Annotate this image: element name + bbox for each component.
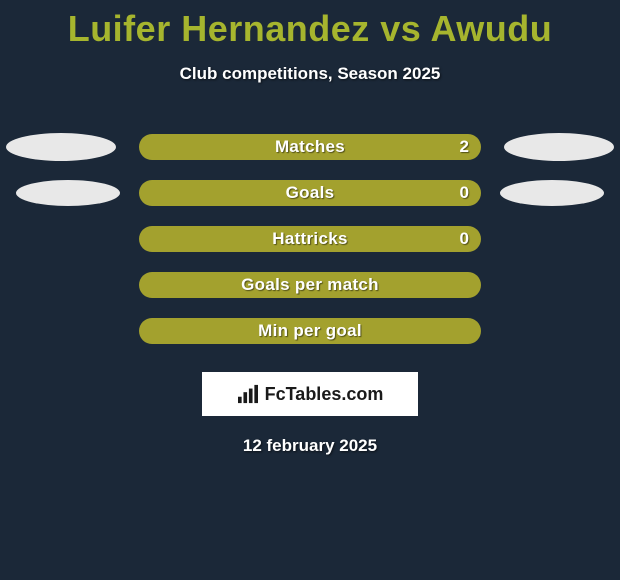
stat-row: Goals per match	[0, 262, 620, 308]
stat-bar: Goals per match	[139, 272, 481, 298]
stat-row: Goals 0	[0, 170, 620, 216]
stat-label: Min per goal	[258, 321, 362, 341]
stat-bar: Hattricks 0	[139, 226, 481, 252]
page-subtitle: Club competitions, Season 2025	[0, 64, 620, 84]
stat-label: Matches	[275, 137, 345, 157]
player-right-marker	[504, 133, 614, 161]
stat-label: Goals	[286, 183, 335, 203]
source-logo-text: FcTables.com	[265, 384, 384, 405]
stat-row: Matches 2	[0, 124, 620, 170]
stat-row: Min per goal	[0, 308, 620, 354]
stat-label: Hattricks	[272, 229, 347, 249]
stat-value-right: 0	[460, 229, 469, 249]
page-title: Luifer Hernandez vs Awudu	[0, 0, 620, 50]
chart-bars-icon	[237, 384, 259, 404]
date-text: 12 february 2025	[0, 436, 620, 456]
player-right-marker	[500, 180, 604, 206]
player-left-marker	[16, 180, 120, 206]
stat-bar: Matches 2	[139, 134, 481, 160]
stat-row: Hattricks 0	[0, 216, 620, 262]
stat-value-right: 2	[460, 137, 469, 157]
comparison-chart: Matches 2 Goals 0 Hattricks 0 Goals per …	[0, 124, 620, 354]
player-left-marker	[6, 133, 116, 161]
stat-label: Goals per match	[241, 275, 379, 295]
stat-bar: Goals 0	[139, 180, 481, 206]
source-logo: FcTables.com	[202, 372, 418, 416]
stat-bar: Min per goal	[139, 318, 481, 344]
stat-value-right: 0	[460, 183, 469, 203]
